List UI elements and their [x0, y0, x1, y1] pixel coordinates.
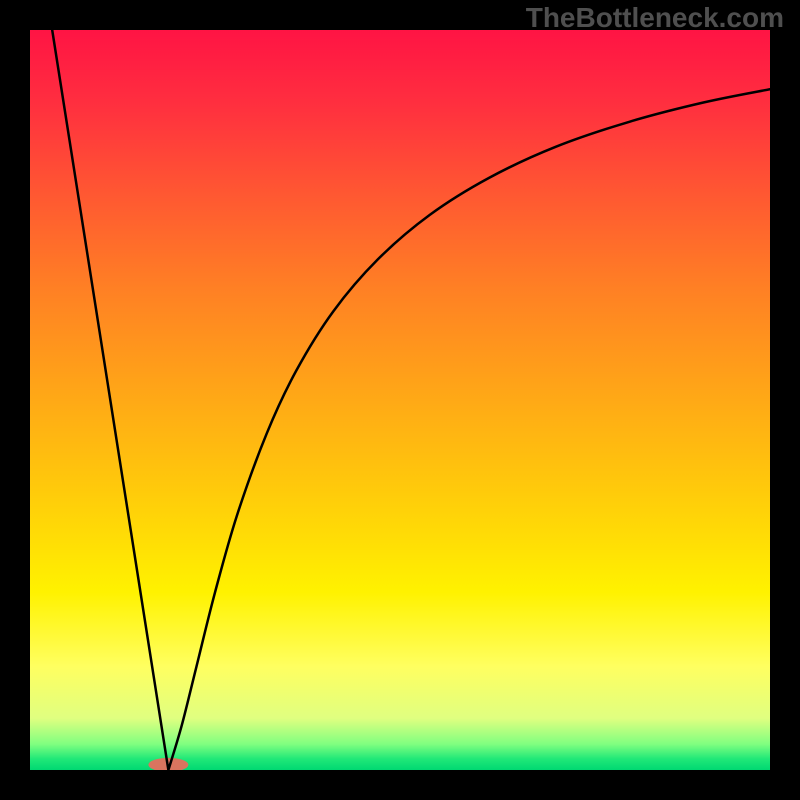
watermark-text: TheBottleneck.com — [526, 2, 784, 34]
gradient-background — [30, 30, 770, 770]
plot-svg — [30, 30, 770, 770]
plot-frame — [30, 30, 770, 770]
